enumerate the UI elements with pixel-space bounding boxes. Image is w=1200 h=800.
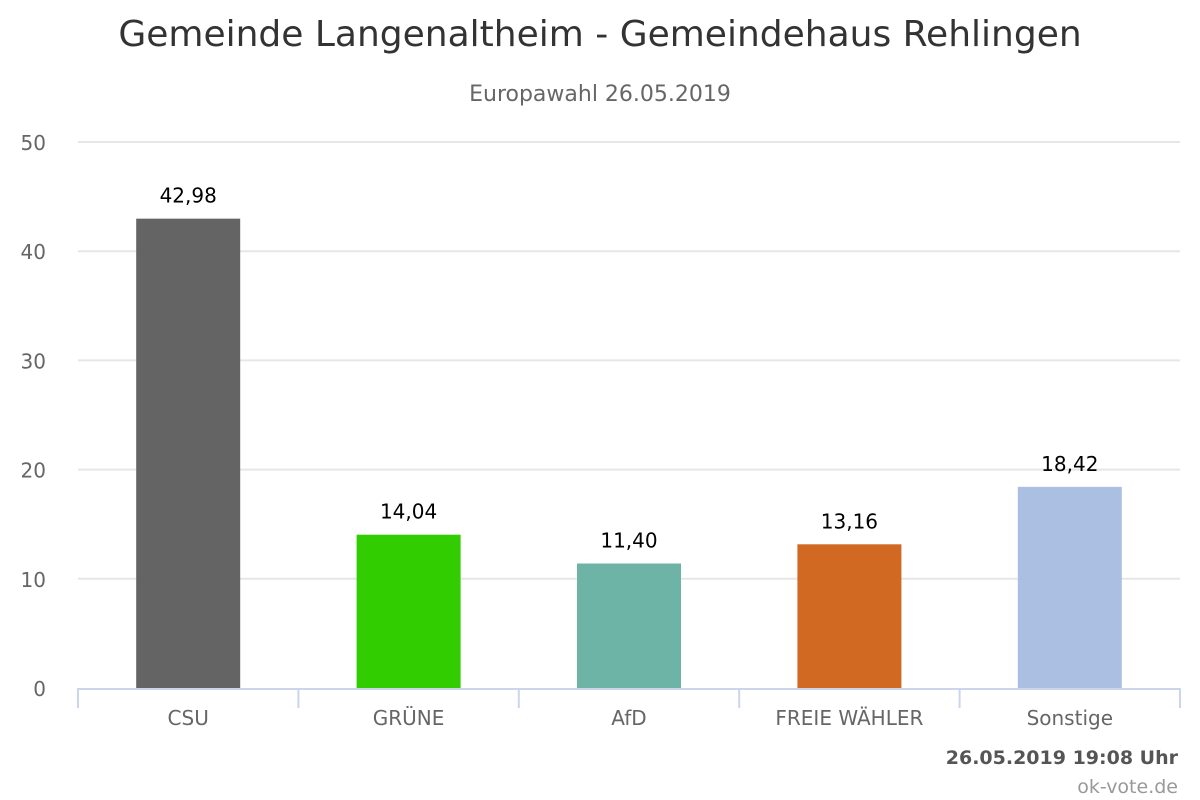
x-tick-label: Sonstige: [1027, 706, 1113, 730]
data-labels: 42,98 14,04 11,40 13,16 18,42: [160, 184, 1099, 553]
x-tick-label: GRÜNE: [373, 706, 445, 730]
bar[interactable]: [1017, 486, 1122, 688]
credit-timestamp: 26.05.2019 19:08 Uhr: [945, 747, 1178, 769]
y-tick-label: 10: [21, 568, 46, 592]
y-tick-label: 50: [21, 131, 46, 155]
y-tick-label: 30: [21, 349, 46, 373]
bar[interactable]: [356, 534, 461, 688]
grid-lines: [78, 141, 1180, 580]
data-label: 14,04: [380, 500, 437, 524]
y-tick-label: 20: [21, 459, 46, 483]
x-axis: CSU GRÜNE AfD FREIE WÄHLER Sonstige: [77, 688, 1181, 730]
y-axis-ticks: 0 10 20 30 40 50: [21, 131, 46, 701]
y-tick-label: 40: [21, 240, 46, 264]
x-tick-label: FREIE WÄHLER: [775, 706, 923, 730]
chart-subtitle: Europawahl 26.05.2019: [469, 82, 731, 107]
bar[interactable]: [136, 218, 241, 689]
y-tick-label: 0: [33, 677, 46, 701]
x-tick-label: AfD: [611, 706, 646, 730]
bar[interactable]: [797, 544, 902, 688]
credit-link[interactable]: ok-vote.de: [1077, 776, 1178, 798]
bar[interactable]: [577, 563, 681, 688]
data-label: 42,98: [160, 184, 217, 208]
x-tick-label: CSU: [168, 706, 209, 730]
data-label: 11,40: [600, 529, 657, 553]
data-label: 13,16: [821, 509, 878, 533]
data-label: 18,42: [1041, 452, 1098, 476]
chart-title: Gemeinde Langenaltheim - Gemeindehaus Re…: [118, 14, 1082, 55]
bars: [136, 218, 1122, 689]
